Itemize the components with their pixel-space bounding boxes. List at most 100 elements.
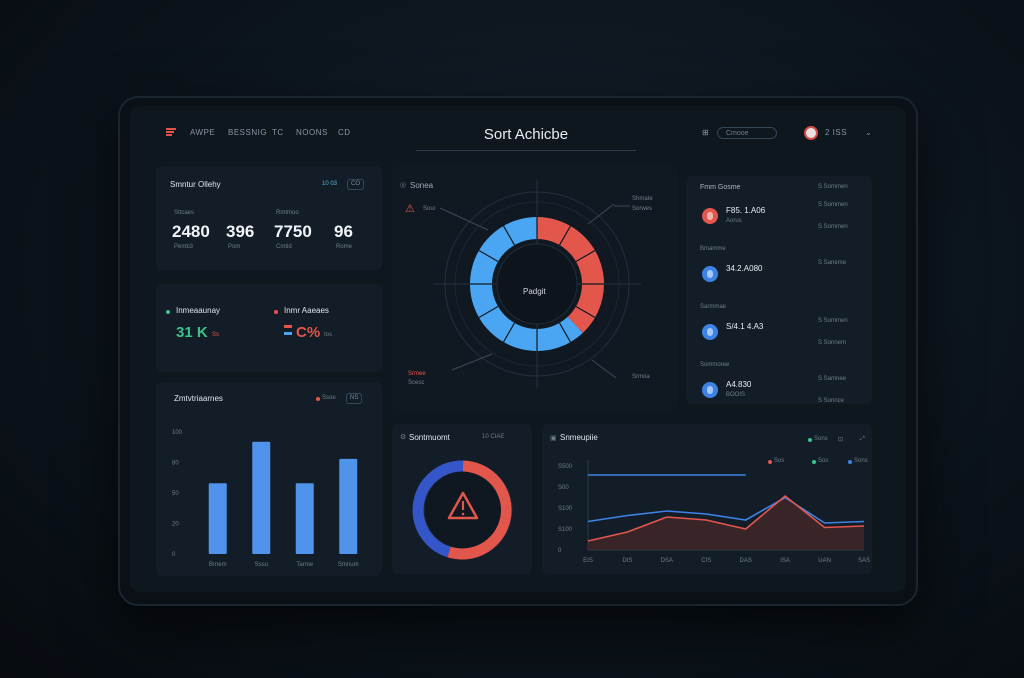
x-tick-label: EIS xyxy=(583,558,593,564)
x-tick-label: DSA xyxy=(661,558,673,564)
donut-panel: ◎ Sonea ⚠ Soui Shmate Sorwes Srmee Scesc… xyxy=(392,166,678,410)
top-bar: AWPE BESSNIG TC NOONS CD Sort Achicbe ⊞ … xyxy=(130,106,906,154)
area-fill xyxy=(588,496,864,550)
line-title: Snmeupiie xyxy=(560,433,598,442)
stat-sub: Cmtid xyxy=(276,244,292,250)
bar-filter-button[interactable]: NS xyxy=(346,393,363,404)
x-tick-label: Brnem xyxy=(209,562,227,568)
tool-icon[interactable]: ⤢ xyxy=(860,436,865,442)
legend-label: Sos xyxy=(818,458,829,464)
account-name: Sarmmae xyxy=(700,304,727,310)
legend-label: Sons xyxy=(854,458,868,464)
line-chart: S500 S00 S100 S100 0 EIS DIS DSA CIS DAS ISA UAN SAS xyxy=(558,460,870,564)
callout-label: Shmate xyxy=(632,196,653,202)
stat-label: Sttcaes xyxy=(174,210,195,216)
donut-divider xyxy=(478,305,499,319)
callout-label: Srmoa xyxy=(632,374,650,380)
nav-item[interactable]: AWPE xyxy=(190,128,216,137)
activity-left-value: 31 K xyxy=(176,324,208,341)
account-icon[interactable] xyxy=(702,324,718,340)
warning-icon xyxy=(447,491,479,520)
menu-icon[interactable]: ⊞ xyxy=(702,128,710,137)
page-title: Sort Achicbe xyxy=(483,126,569,143)
account-value: F85. 1.A06 xyxy=(726,206,766,215)
y-tick-label: S100 xyxy=(558,506,573,512)
account-right-label: S Sommen xyxy=(818,224,848,230)
y-tick-label: S500 xyxy=(558,464,573,470)
donut-chart[interactable] xyxy=(392,166,678,410)
bar-title: Zmtvtriaarnes xyxy=(174,394,223,403)
legend-dot xyxy=(812,460,816,464)
stat-value: 96 xyxy=(334,222,353,241)
account-name: Bmamme xyxy=(700,246,726,252)
donut-divider xyxy=(478,249,499,263)
line-panel: ▣ Snmeupiie Sons ⊡ ⤢ Sos Sos Sons S500 S0… xyxy=(542,424,872,574)
account-value: A4.830 xyxy=(726,380,752,389)
accounts-header: Fmm Gosme xyxy=(700,184,741,191)
bar-chart: 100 80 50 20 0 Brnem Sssu Tarme Smnum xyxy=(172,430,359,568)
tablet-frame: AWPE BESSNIG TC NOONS CD Sort Achicbe ⊞ … xyxy=(120,98,916,604)
account-icon[interactable] xyxy=(702,382,718,398)
x-tick-label: Sssu xyxy=(255,562,268,568)
status-dot xyxy=(166,310,170,314)
callout-line xyxy=(591,359,617,379)
nav-item[interactable]: BESSNIG xyxy=(228,128,268,137)
account-right-label: S Saneme xyxy=(818,260,847,266)
y-tick-label: S00 xyxy=(558,485,569,491)
bar xyxy=(339,458,358,554)
alert-ring-badge: 10 CIAE xyxy=(482,434,505,440)
nav-item[interactable]: CD xyxy=(338,128,351,137)
settings-icon: ⚙ xyxy=(400,434,407,441)
stat-sub: Pom xyxy=(228,244,241,250)
tool-icon[interactable]: ⊡ xyxy=(838,437,844,443)
avatar[interactable] xyxy=(804,126,818,140)
activity-right-value: C% xyxy=(296,324,321,341)
logo-icon[interactable] xyxy=(166,128,176,136)
legend-dot xyxy=(848,460,852,464)
callout-label: Srmee xyxy=(408,371,426,377)
activity-right-sub: Ios xyxy=(324,332,333,338)
chevron-down-icon[interactable]: ⌄ xyxy=(865,128,873,137)
y-tick-label: S100 xyxy=(558,527,573,533)
alert-label: Soui xyxy=(423,206,436,212)
y-tick-label: 50 xyxy=(172,491,179,497)
user-label[interactable]: 2 ISS xyxy=(825,128,848,137)
nav-item[interactable]: NOONS xyxy=(296,128,328,137)
x-tick-label: Smnum xyxy=(338,562,359,568)
donut-slice-red xyxy=(537,217,604,333)
x-tick-label: DAS xyxy=(740,558,752,564)
ratio-icon xyxy=(284,325,292,335)
legend-dot xyxy=(768,460,772,464)
account-value: S/4.1 4.A3 xyxy=(726,322,764,331)
callout-line xyxy=(587,203,615,225)
legend-label: Ssoe xyxy=(322,395,336,401)
account-right-label: S Sommen xyxy=(818,318,848,324)
alert-ring-panel: ⚙ Sontmuomt 10 CIAE xyxy=(392,424,532,574)
series-line xyxy=(587,496,865,524)
bar xyxy=(252,441,271,554)
callout-label: Sorwes xyxy=(632,206,653,212)
title-frame: Sort Achicbe xyxy=(416,120,636,151)
account-icon[interactable] xyxy=(702,266,718,282)
x-tick-label: Tarme xyxy=(296,562,313,568)
callout-line xyxy=(451,353,493,371)
account-right-label: S Sommen xyxy=(818,202,848,208)
account-sub: Aorus xyxy=(726,218,742,224)
stat-label: Rmtmoo xyxy=(276,210,299,216)
dashboard-screen: AWPE BESSNIG TC NOONS CD Sort Achicbe ⊞ … xyxy=(130,106,906,592)
search-input[interactable]: Cmooe xyxy=(717,127,777,139)
account-icon[interactable] xyxy=(702,208,718,224)
alert-ring[interactable] xyxy=(392,424,532,574)
bar-panel: Zmtvtriaarnes Ssoe NS 100 80 50 20 0 Brnem Sss… xyxy=(156,382,382,576)
donut-divider xyxy=(502,225,516,246)
stats-filter-button[interactable]: CO xyxy=(347,179,364,190)
nav-item[interactable]: TC xyxy=(272,128,284,137)
donut-divider xyxy=(575,249,596,263)
series-line xyxy=(587,494,865,542)
donut-divider xyxy=(558,225,572,246)
stat-value: 7750 xyxy=(274,222,312,241)
account-right-label: S Samnee xyxy=(818,376,847,382)
x-tick-label: DIS xyxy=(622,558,632,564)
donut-divider xyxy=(575,305,596,319)
legend-label: Sons xyxy=(814,436,828,442)
